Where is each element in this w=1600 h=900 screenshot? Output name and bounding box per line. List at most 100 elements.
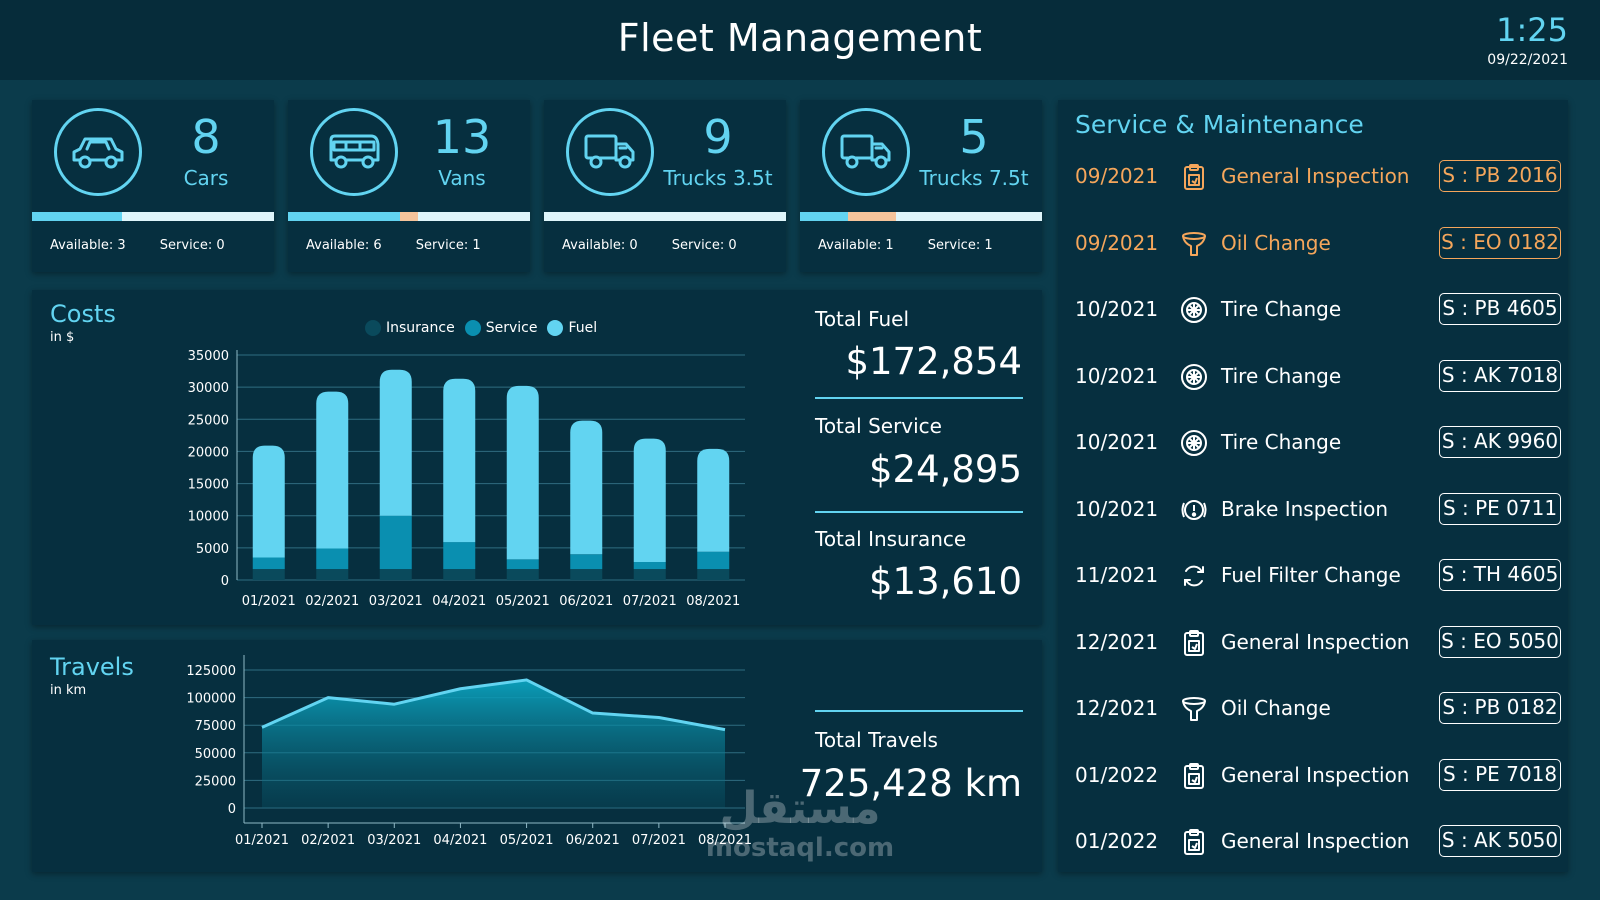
bar-service-segment [400, 212, 418, 221]
service-code-badge[interactable]: S : PE 7018 [1439, 758, 1561, 791]
service-row[interactable]: 09/2021 Oil Change S : EO 0182 [1075, 226, 1561, 261]
bar-service [697, 551, 730, 570]
total-service-value: $24,895 [868, 448, 1022, 491]
legend-item-service[interactable]: Service [464, 320, 537, 336]
service-code-badge[interactable]: S : PB 0182 [1439, 692, 1561, 724]
bar-service-segment [848, 212, 896, 221]
bar-available-segment [288, 212, 400, 221]
service-code-badge[interactable]: S : PB 4605 [1439, 293, 1561, 325]
brake-icon [1179, 495, 1209, 525]
vehicle-card-cars[interactable]: 8 Cars Available: 3 Service: 0 [32, 100, 274, 272]
x-tick-label: 02/2021 [305, 594, 359, 609]
y-tick-label: 50000 [195, 747, 236, 762]
bar-insurance [316, 569, 349, 580]
service-date: 12/2021 [1075, 696, 1159, 720]
travels-unit: in km [50, 683, 87, 698]
x-tick-label: 04/2021 [433, 833, 487, 848]
available-count: Available: 0 [562, 238, 638, 253]
service-row[interactable]: 12/2021 General Inspection S : EO 5050 [1075, 625, 1561, 660]
availability-bar [544, 212, 786, 221]
bar-fuel [379, 369, 412, 516]
vehicle-count: 8 [191, 110, 221, 164]
service-row[interactable]: 10/2021 Tire Change S : PB 4605 [1075, 293, 1561, 327]
bar-insurance [506, 569, 539, 580]
header-bar: Fleet Management 1:25 09/22/2021 [0, 0, 1600, 80]
service-row[interactable]: 01/2022 General Inspection S : PE 7018 [1075, 758, 1561, 793]
clipboard-icon [1179, 761, 1209, 791]
x-tick-label: 02/2021 [301, 833, 355, 848]
x-tick-label: 08/2021 [686, 594, 740, 609]
legend-item-fuel[interactable]: Fuel [547, 320, 597, 336]
y-tick-label: 0 [221, 574, 229, 589]
service-count: Service: 0 [159, 238, 225, 253]
clock: 1:25 09/22/2021 [1487, 8, 1568, 68]
service-row[interactable]: 10/2021 Brake Inspection S : PE 0711 [1075, 492, 1561, 527]
total-travels-label: Total Travels [815, 728, 938, 752]
service-row[interactable]: 12/2021 Oil Change S : PB 0182 [1075, 692, 1561, 726]
clipboard-icon [1179, 162, 1209, 192]
service-code-badge[interactable]: S : PE 0711 [1439, 492, 1561, 525]
bar-insurance [443, 569, 476, 580]
service-code-badge[interactable]: S : AK 7018 [1439, 359, 1561, 392]
tire-icon [1179, 295, 1209, 325]
bar-service [506, 559, 539, 570]
costs-legend: Insurance Service Fuel [365, 320, 601, 336]
divider [815, 397, 1023, 399]
y-tick-label: 15000 [188, 478, 229, 493]
service-row[interactable]: 10/2021 Tire Change S : AK 9960 [1075, 426, 1561, 460]
service-row[interactable]: 01/2022 General Inspection S : AK 5050 [1075, 825, 1561, 859]
service-code-badge[interactable]: S : AK 9960 [1439, 426, 1561, 458]
vehicle-card-trucks-7-5t[interactable]: 5 Trucks 7.5t Available: 1 Service: 1 [800, 100, 1042, 272]
total-service-label: Total Service [815, 414, 942, 438]
costs-title: Costs [50, 300, 116, 328]
vehicle-card-vans[interactable]: 13 Vans Available: 6 Service: 1 [288, 100, 530, 272]
vehicle-card-trucks-3-5t[interactable]: 9 Trucks 3.5t Available: 0 Service: 0 [544, 100, 786, 272]
bar-fuel [570, 420, 603, 555]
service-code-badge[interactable]: S : PB 2016 [1439, 160, 1561, 192]
vehicle-type-label: Trucks 3.5t [663, 166, 773, 190]
vehicle-stats: Available: 6 Service: 1 [306, 238, 481, 253]
service-name: Tire Change [1221, 363, 1342, 388]
watermark-arabic: مستقل [719, 783, 881, 834]
legend-item-insurance[interactable]: Insurance [365, 320, 455, 336]
availability-bar [32, 212, 274, 221]
bar-service [252, 557, 285, 570]
vehicle-stats: Available: 0 Service: 0 [562, 238, 737, 253]
service-code-badge[interactable]: S : AK 5050 [1439, 825, 1561, 857]
y-tick-label: 125000 [186, 664, 236, 679]
service-row[interactable]: 10/2021 Tire Change S : AK 7018 [1075, 359, 1561, 394]
truck-icon [822, 108, 910, 196]
divider [815, 710, 1023, 712]
total-insurance-label: Total Insurance [815, 527, 967, 551]
page-title: Fleet Management [617, 16, 983, 60]
y-tick-label: 5000 [196, 542, 229, 557]
availability-bar [288, 212, 530, 221]
service-count: Service: 0 [671, 238, 737, 253]
total-fuel-label: Total Fuel [815, 307, 910, 331]
x-tick-label: 07/2021 [623, 594, 677, 609]
availability-bar [800, 212, 1042, 221]
service-code-badge[interactable]: S : EO 5050 [1439, 625, 1561, 658]
service-code-badge[interactable]: S : EO 0182 [1439, 226, 1561, 259]
bar-fuel [316, 391, 349, 549]
x-tick-label: 01/2021 [235, 833, 289, 848]
service-code-badge[interactable]: S : TH 4605 [1439, 559, 1561, 591]
bar-insurance [252, 569, 285, 580]
vehicle-type-label: Cars [183, 166, 229, 190]
service-name: General Inspection [1221, 164, 1410, 188]
vehicle-type-label: Trucks 7.5t [919, 166, 1029, 190]
clipboard-icon [1179, 827, 1209, 857]
service-date: 10/2021 [1075, 363, 1159, 388]
bar-service [570, 554, 603, 570]
service-row[interactable]: 09/2021 General Inspection S : PB 2016 [1075, 160, 1561, 194]
y-tick-label: 0 [228, 802, 236, 817]
service-date: 09/2021 [1075, 230, 1159, 255]
service-panel-title: Service & Maintenance [1075, 110, 1364, 139]
bar-available-segment [32, 212, 122, 221]
service-name: Oil Change [1221, 230, 1331, 255]
vehicle-stats: Available: 3 Service: 0 [50, 238, 225, 253]
service-row[interactable]: 11/2021 Fuel Filter Change S : TH 4605 [1075, 559, 1561, 593]
service-date: 10/2021 [1075, 430, 1159, 454]
